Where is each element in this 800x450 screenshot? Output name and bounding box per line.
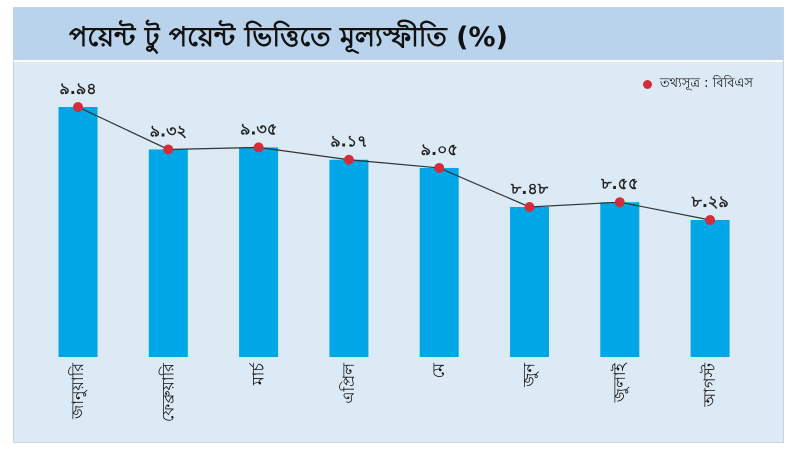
marker-7 [614,197,625,208]
chart-title: পয়েন্ট টু পয়েন্ট ভিত্তিতে মূল্যস্ফীতি … [69,22,508,53]
bar-7 [600,202,640,357]
marker-4 [343,154,354,165]
value-label-5: ৯.০৫ [421,140,458,159]
bar-8 [690,220,730,357]
category-label-8: আগস্ট [700,363,719,408]
marker-1 [73,102,83,112]
bar-6 [510,206,549,357]
value-label-8: ৮.২৯ [690,192,728,211]
marker-2 [163,144,174,155]
category-label-7: জুলাই [610,362,630,403]
legend-label: তথ্যসূত্র : বিবিএস [659,76,753,91]
marker-5 [434,162,445,173]
category-label-4: এপ্রিল [339,362,358,404]
legend-marker [642,80,652,89]
bar-2 [148,149,188,357]
trend-line [77,106,711,221]
value-label-4: ৯.১৭ [330,132,367,151]
category-label-1: জানুয়ারি [68,362,87,420]
category-labels-layer: জানুয়ারি ফেব্রুয়ারি মার্চ এপ্রিল মে জুন জুলা… [68,362,719,422]
bar-3 [239,147,279,357]
value-label-3: ৯.৩৫ [240,119,277,138]
value-label-7: ৮.৫৫ [600,174,638,193]
value-label-2: ৯.৩২ [150,121,187,140]
value-label-6: ৮.৪৮ [510,179,549,198]
value-labels-layer: ৯.৯৪ ৯.৩২ ৯.৩৫ ৯.১৭ ৯.০৫ ৮.৪৮ ৮.৫৫ ৮.২৯ [59,79,728,211]
bar-4 [329,159,369,357]
chart-legend: তথ্যসূত্র : বিবিএস [642,74,753,95]
marker-8 [705,215,716,225]
line-layer [73,102,716,225]
category-label-2: ফেব্রুয়ারি [158,362,177,422]
marker-3 [253,142,264,153]
bar-5 [419,167,459,357]
chart-card: পয়েন্ট টু পয়েন্ট ভিত্তিতে মূল্যস্ফীতি … [13,7,784,443]
category-label-3: মার্চ [249,362,268,386]
category-label-6: জুন [520,363,540,388]
category-label-5: মে [429,362,448,378]
bars-layer [58,107,730,357]
bar-1 [58,107,98,357]
title-bar: পয়েন্ট টু পয়েন্ট ভিত্তিতে মূল্যস্ফীতি … [14,8,783,62]
marker-6 [524,201,535,212]
value-label-1: ৯.৯৪ [59,79,96,98]
